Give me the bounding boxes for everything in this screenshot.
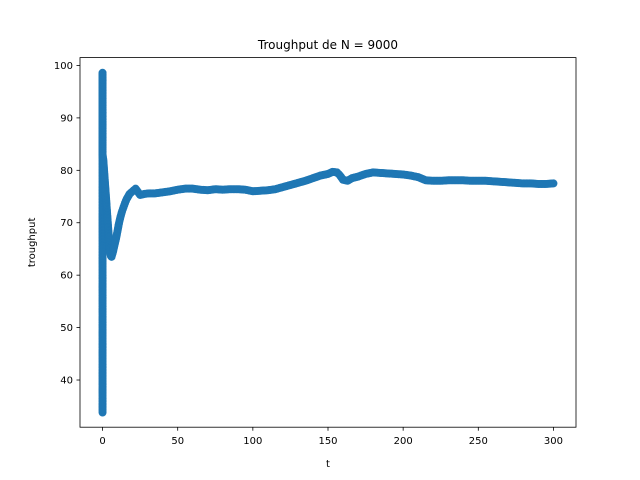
y-tick-label: 60 — [60, 271, 73, 282]
y-axis-label: troughput — [27, 218, 38, 268]
y-tick-label: 100 — [54, 61, 73, 72]
y-tick-label: 70 — [60, 218, 73, 229]
ticks: 0 50 100 150 200 250 300 40 50 60 70 80 90 100 — [54, 61, 563, 447]
data-point — [549, 179, 558, 188]
plot-frame — [79, 57, 577, 428]
x-tick-label: 200 — [394, 436, 413, 447]
x-tick-label: 300 — [544, 436, 563, 447]
x-tick-label: 100 — [243, 436, 262, 447]
y-tick-label: 40 — [60, 376, 73, 387]
y-tick-label: 50 — [60, 323, 73, 334]
chart-title: Troughput de N = 9000 — [257, 38, 398, 52]
x-tick-label: 50 — [171, 436, 184, 447]
x-tick-label: 250 — [469, 436, 488, 447]
x-tick-label: 150 — [318, 436, 337, 447]
x-axis-label: t — [326, 459, 330, 470]
data-series — [98, 68, 558, 417]
x-tick-label: 0 — [99, 436, 105, 447]
y-tick-label: 80 — [60, 166, 73, 177]
y-tick-label: 90 — [60, 113, 73, 124]
